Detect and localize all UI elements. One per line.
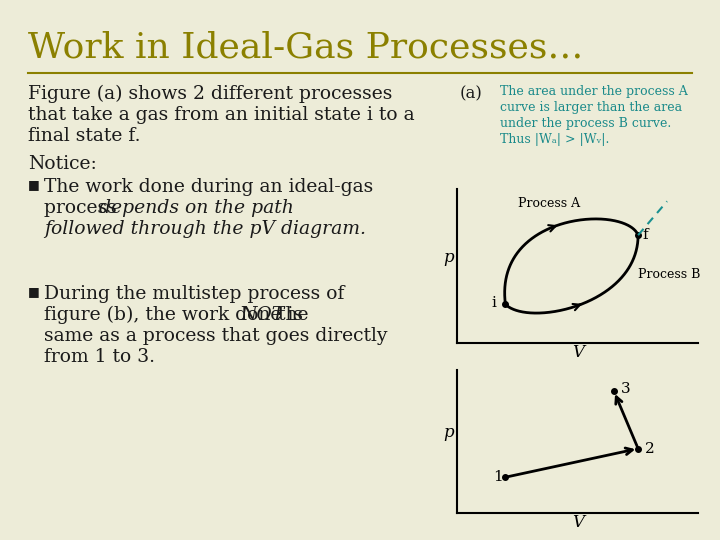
Text: ■: ■ (28, 178, 40, 191)
Text: figure (b), the work done is: figure (b), the work done is (44, 306, 309, 324)
Text: (a): (a) (460, 85, 483, 102)
Text: the: the (272, 306, 308, 324)
Text: from 1 to 3.: from 1 to 3. (44, 348, 155, 366)
Y-axis label: p: p (444, 249, 454, 266)
Y-axis label: p: p (444, 424, 454, 442)
Text: Notice:: Notice: (28, 155, 96, 173)
Text: 1: 1 (493, 470, 503, 484)
X-axis label: V: V (572, 515, 584, 531)
Text: Process A: Process A (518, 198, 580, 211)
Text: process: process (44, 199, 122, 217)
Text: 2: 2 (645, 442, 655, 456)
Text: Work in Ideal-Gas Processes…: Work in Ideal-Gas Processes… (28, 30, 583, 64)
Text: depends on the path: depends on the path (99, 199, 294, 217)
Text: During the multistep process of: During the multistep process of (44, 285, 344, 303)
Text: final state f.: final state f. (28, 127, 140, 145)
Text: NOT: NOT (240, 306, 284, 324)
Text: that take a gas from an initial state i to a: that take a gas from an initial state i … (28, 106, 415, 124)
Text: f: f (643, 228, 649, 242)
Text: Thus |Wₐ| > |Wᵥ|.: Thus |Wₐ| > |Wᵥ|. (500, 133, 609, 146)
Text: Process B: Process B (638, 268, 701, 281)
Text: The work done during an ideal-gas: The work done during an ideal-gas (44, 178, 373, 196)
Text: i: i (491, 296, 496, 310)
Text: The area under the process A: The area under the process A (500, 85, 688, 98)
X-axis label: V: V (572, 345, 584, 361)
Text: 3: 3 (621, 381, 631, 395)
Text: ■: ■ (28, 285, 40, 298)
Text: Figure (a) shows 2 different processes: Figure (a) shows 2 different processes (28, 85, 392, 103)
Text: (b): (b) (460, 262, 484, 279)
Text: curve is larger than the area: curve is larger than the area (500, 101, 682, 114)
Text: followed through the pV diagram.: followed through the pV diagram. (44, 220, 366, 238)
Text: under the process B curve.: under the process B curve. (500, 117, 671, 130)
Text: same as a process that goes directly: same as a process that goes directly (44, 327, 387, 345)
